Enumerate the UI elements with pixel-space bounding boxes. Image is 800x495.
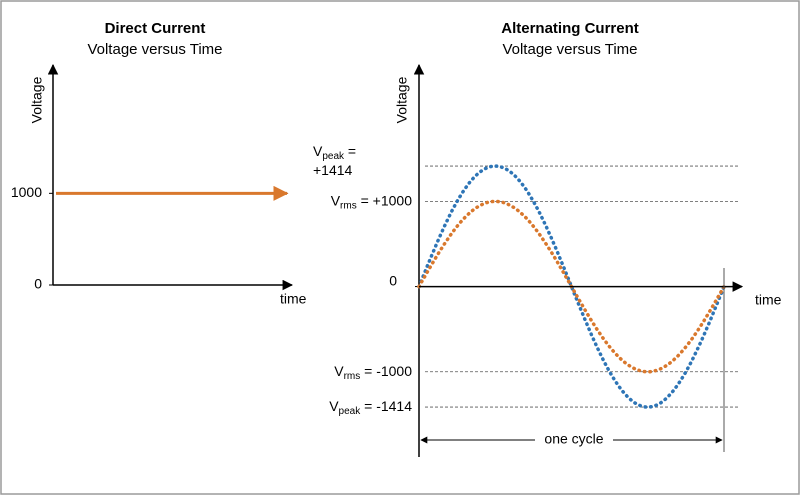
level-text: = -1000 bbox=[360, 362, 412, 378]
chart-subtitle: Voltage versus Time bbox=[87, 41, 222, 58]
chart-subtitle: Voltage versus Time bbox=[502, 41, 637, 58]
symbol: V bbox=[331, 192, 341, 208]
symbol: V bbox=[334, 362, 344, 378]
y-axis-label: Voltage bbox=[394, 76, 410, 123]
subscript: rms bbox=[340, 200, 357, 211]
chart-title: Alternating Current bbox=[501, 20, 639, 37]
cycle-label: one cycle bbox=[544, 431, 603, 447]
level-label: Vpeak = bbox=[313, 143, 356, 162]
level-label: Vrms = +1000 bbox=[331, 192, 413, 211]
subscript: rms bbox=[344, 370, 361, 381]
x-axis-label: time bbox=[755, 292, 782, 308]
subscript: peak bbox=[339, 406, 362, 417]
level-label: Vpeak = -1414 bbox=[329, 398, 412, 417]
x-axis-label: time bbox=[280, 291, 307, 307]
y-tick-label: 0 bbox=[34, 276, 42, 292]
level-label-value: +1414 bbox=[313, 162, 353, 178]
y-tick-label: 1000 bbox=[11, 184, 42, 200]
level-text: = bbox=[344, 143, 356, 159]
subscript: peak bbox=[322, 151, 345, 162]
sine-wave bbox=[417, 164, 726, 409]
symbol: V bbox=[329, 398, 339, 414]
level-text: = -1414 bbox=[360, 398, 412, 414]
level-label: Vrms = -1000 bbox=[334, 362, 412, 381]
level-text: = +1000 bbox=[357, 192, 412, 208]
symbol: V bbox=[313, 143, 323, 159]
y-tick-label: 0 bbox=[389, 272, 397, 288]
y-axis-label: Voltage bbox=[29, 76, 45, 123]
chart-title: Direct Current bbox=[105, 20, 206, 37]
cycle-label-bg bbox=[535, 430, 613, 450]
